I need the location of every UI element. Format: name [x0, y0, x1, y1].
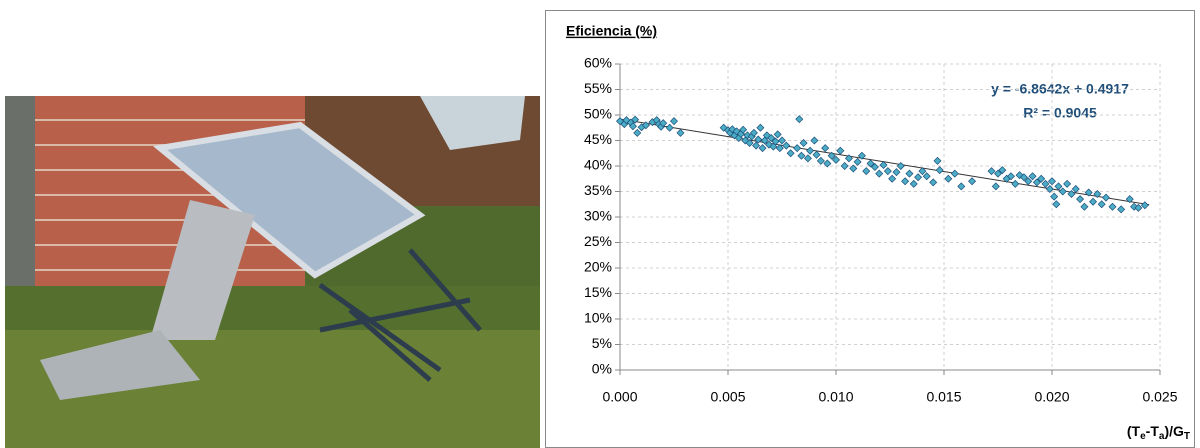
x-tick-label: 0.005 [710, 389, 745, 405]
y-tick-label: 15% [584, 284, 612, 300]
y-tick-label: 20% [584, 259, 612, 275]
x-tick-label: 0.010 [818, 389, 853, 405]
x-title-part: (T [1127, 423, 1141, 439]
y-tick-label: 60% [584, 55, 612, 71]
page: {"chart_data": {"type": "scatter", "titl… [0, 0, 1200, 448]
y-tick-label: 45% [584, 131, 612, 147]
x-title-part: )/G [1164, 423, 1184, 439]
y-tick-label: 25% [584, 233, 612, 249]
x-tick-label: 0.020 [1034, 389, 1069, 405]
y-tick-label: 40% [584, 157, 612, 173]
photo [5, 96, 540, 448]
y-tick-label: 50% [584, 106, 612, 122]
x-tick-label: 0.025 [1142, 389, 1177, 405]
trend-r2: R² = 0.9045 [1023, 105, 1097, 121]
x-tick-label: 0.000 [602, 389, 637, 405]
x-tick-label: 0.015 [926, 389, 961, 405]
y-tick-label: 10% [584, 310, 612, 326]
y-tick-label: 0% [592, 361, 612, 377]
trend-equation: y = -6.8642x + 0.4917 [991, 81, 1129, 97]
y-tick-label: 30% [584, 208, 612, 224]
x-title-sub: T [1184, 431, 1190, 442]
chart-frame [546, 11, 1195, 448]
screen: Eficiencia (%) y = -6.8642x + 0.4917 R² … [0, 0, 1200, 448]
y-tick-label: 55% [584, 80, 612, 96]
chart-title: Eficiencia (%) [566, 23, 657, 39]
y-tick-label: 5% [592, 335, 612, 351]
x-title-part: -T [1146, 423, 1160, 439]
y-tick-label: 35% [584, 182, 612, 198]
